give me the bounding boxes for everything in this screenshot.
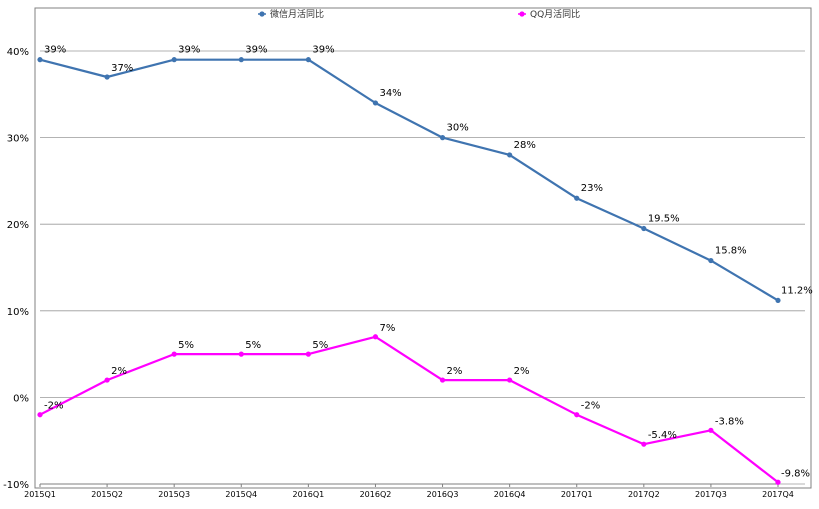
data-point — [775, 297, 781, 304]
data-point — [372, 100, 379, 106]
data-label: 2% — [111, 366, 127, 377]
y-tick-label: 40% — [7, 47, 29, 58]
data-label: 39% — [312, 45, 334, 56]
data-point — [37, 412, 43, 418]
y-tick-label: 0% — [13, 393, 29, 404]
data-point — [238, 351, 244, 357]
data-point — [104, 377, 110, 383]
data-label: 23% — [581, 183, 603, 194]
series-lines — [37, 57, 781, 485]
data-label: 37% — [111, 63, 133, 74]
y-tick-label: 30% — [7, 134, 29, 145]
x-tick-label: 2015Q2 — [91, 490, 123, 499]
x-tick-label: 2016Q4 — [494, 490, 526, 499]
x-tick-label: 2017Q1 — [561, 490, 593, 499]
series-line — [39, 335, 779, 484]
data-label: 5% — [178, 340, 194, 351]
x-tick-label: 2017Q3 — [695, 490, 727, 499]
data-point — [37, 57, 43, 63]
data-point — [439, 135, 446, 141]
legend-label: 微信月活同比 — [270, 8, 324, 20]
legend-label: QQ月活同比 — [530, 8, 580, 20]
data-label: 30% — [447, 123, 469, 134]
data-point — [305, 351, 311, 357]
data-point — [708, 427, 714, 433]
data-point — [507, 377, 513, 383]
data-label: 39% — [44, 45, 66, 56]
x-tick-label: 2016Q2 — [360, 490, 392, 499]
data-point — [171, 57, 177, 63]
data-labels: 39% 37% 39% 39% 39% 34% 30% 28% 23% 19.5% 15.8% 11.… — [44, 45, 813, 480]
data-label: 2% — [514, 366, 530, 377]
data-label: -2% — [44, 401, 63, 412]
data-label: -5.4% — [648, 430, 677, 441]
y-tick-label: -10% — [3, 480, 29, 491]
data-label: -3.8% — [715, 416, 744, 427]
data-point — [104, 74, 110, 80]
data-label: 15.8% — [715, 246, 747, 257]
data-label: 2% — [447, 366, 463, 377]
data-label: 19.5% — [648, 214, 680, 225]
series-line — [39, 58, 779, 302]
data-point — [574, 412, 580, 418]
axes: -10% 0% 10% 20% 30% 40% 2015Q1 2015Q2 2015Q3 2015… — [3, 47, 794, 499]
data-label: 7% — [379, 323, 395, 334]
data-point — [574, 195, 580, 201]
data-point — [708, 257, 714, 264]
data-point — [507, 152, 513, 158]
data-point — [372, 334, 379, 340]
data-point — [641, 225, 647, 232]
y-tick-label: 10% — [7, 307, 29, 318]
data-label: 39% — [245, 45, 267, 56]
x-tick-label: 2017Q4 — [762, 490, 794, 499]
plot-area — [34, 7, 812, 489]
data-point — [641, 441, 647, 447]
data-point — [775, 479, 781, 485]
x-tick-label: 2016Q1 — [292, 490, 324, 499]
data-label: -2% — [581, 401, 600, 412]
data-point — [238, 57, 244, 63]
x-tick-label: 2016Q3 — [427, 490, 459, 499]
data-label: 5% — [245, 340, 261, 351]
y-tick-label: 20% — [7, 220, 29, 231]
data-point — [305, 57, 311, 63]
legend: 微信月活同比 QQ月活同比 — [258, 8, 580, 20]
x-tick-label: 2015Q4 — [225, 490, 257, 499]
data-label: 34% — [379, 88, 401, 99]
data-label: 5% — [312, 340, 328, 351]
data-label: 39% — [178, 45, 200, 56]
data-label: 28% — [514, 140, 536, 151]
x-tick-label: 2015Q1 — [24, 490, 56, 499]
data-label: 11.2% — [781, 285, 813, 296]
data-label: -9.8% — [781, 468, 810, 479]
x-tick-label: 2017Q2 — [628, 490, 660, 499]
data-point — [171, 351, 177, 357]
data-point — [439, 377, 446, 383]
x-tick-label: 2015Q3 — [158, 490, 190, 499]
